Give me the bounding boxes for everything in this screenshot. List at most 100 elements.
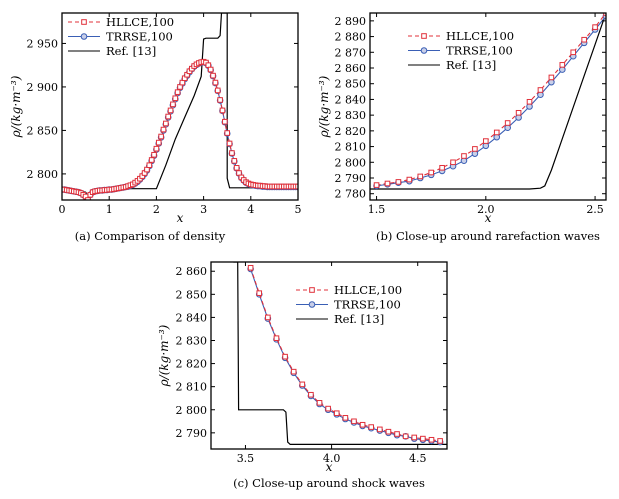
data-point — [384, 180, 391, 187]
panel-caption: (a) Comparison of density — [75, 229, 226, 243]
y-tick-label: 2 880 — [335, 31, 367, 44]
x-tick-label: 1.5 — [368, 203, 386, 216]
legend-entry: Ref. [13] — [334, 312, 384, 326]
legend-marker — [308, 301, 316, 308]
data-point — [316, 400, 323, 406]
legend-marker — [421, 33, 427, 39]
series-line — [370, 13, 606, 190]
data-point — [273, 335, 280, 341]
y-axis-label: ρ/(kg·m⁻³) — [317, 75, 331, 138]
series-dashed-square — [62, 58, 298, 200]
data-point — [256, 290, 263, 296]
legend-marker — [420, 47, 428, 54]
series-line — [233, 262, 447, 445]
y-tick-label: 2 850 — [335, 78, 367, 91]
data-point — [377, 426, 383, 433]
data-point — [299, 381, 306, 388]
data-point — [526, 98, 533, 105]
data-point — [504, 120, 511, 126]
data-point — [472, 146, 478, 152]
data-point — [581, 36, 587, 43]
data-point — [160, 126, 167, 133]
data-point — [461, 153, 467, 159]
legend-entry: Ref. [13] — [106, 44, 156, 58]
data-point — [229, 150, 235, 156]
series-solid — [370, 13, 606, 190]
y-axis-label: ρ/(kg·m⁻³) — [9, 75, 23, 138]
plot-frame — [369, 12, 607, 201]
data-point — [417, 173, 424, 180]
data-point — [165, 113, 171, 120]
data-point — [226, 140, 233, 147]
y-tick-label: 2 800 — [335, 156, 367, 169]
data-point — [411, 434, 418, 441]
chart-panel-2: 1.5 2.0 2.5 2 780 2 790 2 800 2 810 2 820 2 830 2… — [317, 12, 607, 243]
data-point — [151, 151, 157, 158]
data-point — [174, 89, 181, 95]
x-tick-label: 4.0 — [323, 452, 341, 465]
x-tick-label: 5 — [295, 203, 302, 216]
y-tick-label: 2 860 — [335, 62, 367, 75]
x-axis-label: x — [177, 211, 184, 225]
x-tick-label: 3.5 — [237, 452, 255, 465]
series-solid — [233, 262, 447, 445]
data-point — [148, 157, 155, 163]
y-tick-label: 2 830 — [335, 109, 367, 122]
data-point — [214, 87, 221, 94]
data-point — [493, 129, 500, 136]
legend-marker — [81, 19, 87, 25]
legend-entry: HLLCE,100 — [334, 283, 402, 297]
data-point — [342, 415, 349, 421]
legend-entry: HLLCE,100 — [106, 15, 174, 29]
data-point — [295, 183, 298, 190]
data-point — [219, 107, 226, 114]
legend-entry: HLLCE,100 — [446, 29, 514, 43]
data-point — [570, 49, 577, 56]
data-point — [167, 107, 174, 114]
data-point — [368, 424, 375, 430]
data-point — [373, 182, 380, 188]
data-point — [231, 158, 238, 164]
data-point — [537, 87, 544, 93]
series-dashed-square — [373, 13, 606, 188]
data-point — [224, 130, 230, 136]
data-point — [351, 418, 357, 425]
legend-marker — [309, 287, 315, 293]
legend-entry: TRRSE,100 — [334, 298, 401, 312]
y-tick-label: 2 890 — [335, 15, 367, 28]
chart-panel-3: 3.5 4.0 4.5 2 790 2 800 2 810 2 820 2 830 2 840 2… — [157, 261, 448, 490]
data-point — [420, 435, 426, 442]
x-tick-label: 2.0 — [477, 203, 495, 216]
chart-panel-1: 0 1 2 3 4 5 2 800 2 850 2 900 2 950 x ρ/(kg·m⁻³) HLL… — [9, 12, 302, 243]
data-point — [170, 101, 176, 108]
data-point — [158, 133, 164, 140]
x-axis-label: x — [326, 460, 333, 474]
x-tick-label: 2.5 — [586, 203, 604, 216]
y-tick-label: 2 840 — [335, 93, 367, 106]
data-point — [548, 74, 555, 81]
y-tick-label: 2 900 — [27, 81, 59, 94]
x-tick-label: 1 — [106, 203, 113, 216]
x-axis-label: x — [485, 211, 492, 225]
x-tick-label: 4 — [247, 203, 254, 216]
data-point — [217, 97, 223, 103]
y-tick-label: 2 820 — [335, 125, 367, 138]
legend-entry: TRRSE,100 — [446, 44, 513, 58]
panel-caption: (b) Close-up around rarefaction waves — [376, 229, 600, 243]
data-point — [394, 431, 400, 437]
y-tick-label: 2 800 — [176, 404, 208, 417]
data-point — [153, 145, 160, 152]
data-point — [212, 79, 219, 86]
data-point — [603, 13, 606, 16]
y-tick-label: 2 810 — [176, 381, 208, 394]
legend-marker — [80, 33, 88, 40]
y-tick-label: 2 830 — [176, 334, 208, 347]
data-point — [402, 433, 409, 440]
y-tick-label: 2 810 — [335, 141, 367, 154]
data-point — [222, 118, 228, 125]
data-point — [265, 314, 271, 321]
data-point — [439, 164, 445, 171]
